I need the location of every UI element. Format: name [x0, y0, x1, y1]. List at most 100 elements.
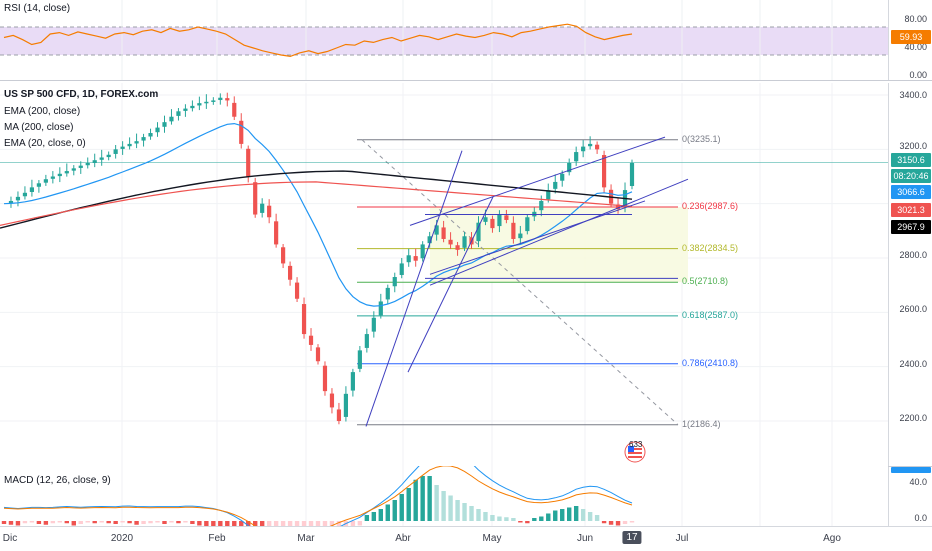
macd-histogram-bar	[211, 521, 216, 526]
macd-histogram-bar	[85, 521, 90, 523]
macd-histogram-bar	[239, 521, 244, 526]
macd-histogram-bar	[273, 521, 279, 526]
price-tick: 3400.0	[899, 90, 927, 100]
macd-histogram-bar	[155, 521, 160, 523]
candle-body	[190, 105, 195, 109]
candle-body	[539, 200, 544, 211]
trend-line-steep-lower	[407, 196, 494, 373]
candle-body	[287, 265, 293, 280]
candle-body	[434, 225, 439, 235]
ema200-legend[interactable]: EMA (200, close)	[4, 106, 81, 117]
macd-histogram-bar	[92, 521, 97, 524]
macd-legend[interactable]: MACD (12, 26, close, 9)	[4, 475, 111, 486]
candle-body	[553, 181, 558, 189]
us-flag-event-icon[interactable]: 633	[623, 438, 651, 464]
event-count: 633	[629, 440, 643, 449]
candle-body	[581, 146, 586, 152]
signal-line	[3, 466, 633, 526]
time-label: Jun	[576, 533, 594, 544]
countdown-badge: 08:20:46	[891, 169, 931, 183]
trend-line-steep	[365, 150, 463, 427]
macd-histogram-bar	[608, 521, 614, 525]
fib-trend-line	[361, 139, 679, 426]
macd-histogram-bar	[134, 521, 139, 525]
fib-level-label: 0(3235.1)	[682, 133, 721, 144]
candle-body	[483, 217, 488, 222]
macd-histogram-bar	[22, 521, 28, 524]
macd-histogram-bar	[546, 513, 551, 521]
macd-histogram-bar	[15, 521, 21, 526]
candle-body	[588, 143, 593, 147]
candle-body	[329, 393, 335, 408]
rsi-line	[3, 23, 633, 58]
price-scale[interactable]: 3400.0 3200.0 2800.0 2600.0 2400.0 2200.…	[888, 83, 932, 466]
candle-body	[448, 239, 453, 245]
candle-body	[301, 304, 307, 335]
fib-level-label: 1(2186.4)	[682, 418, 721, 429]
price-tick: 2600.0	[899, 304, 927, 314]
candle-body	[392, 277, 397, 287]
candle-body	[595, 144, 600, 150]
macd-histogram-bar	[99, 521, 104, 523]
candle-body	[85, 162, 90, 166]
price-tick: 2800.0	[899, 250, 927, 260]
symbol-legend[interactable]: US SP 500 CFD, 1D, FOREX.com	[4, 89, 159, 100]
time-label: Abr	[395, 533, 411, 544]
macd-histogram-bar	[615, 521, 621, 526]
macd-pane[interactable]: MACD (12, 26, close, 9)	[0, 466, 888, 526]
time-label: Feb	[208, 533, 226, 544]
price-chart	[0, 83, 888, 466]
macd-histogram-bar	[106, 521, 111, 524]
rsi-pane[interactable]: RSI (14, close)	[0, 0, 888, 80]
macd-histogram-bar	[246, 521, 251, 526]
ma200-badge: 2967.9	[891, 220, 931, 234]
last-price-badge: 3150.6	[891, 153, 931, 167]
candle-body	[211, 100, 216, 102]
channel-upper-line	[409, 136, 666, 226]
candle-body	[504, 215, 509, 220]
ema20-badge: 3066.6	[891, 185, 931, 199]
candle-body	[260, 203, 265, 213]
candle-body	[357, 350, 362, 369]
macd-histogram-bar	[573, 506, 579, 521]
macd-histogram-bar	[476, 509, 481, 521]
fib-level-label: 0.236(2987.6)	[682, 201, 739, 212]
macd-histogram-bar	[1, 521, 7, 524]
candle-body	[36, 183, 41, 187]
candle-body	[267, 205, 272, 218]
rsi-chart	[0, 0, 888, 80]
candle-body	[113, 149, 118, 154]
macd-histogram-bar	[392, 500, 397, 521]
macd-histogram-bar	[483, 512, 488, 521]
ema20-legend[interactable]: EMA (20, close, 0)	[4, 138, 86, 149]
macd-tick: 40.0	[909, 477, 927, 487]
candle-body	[141, 137, 146, 141]
fib-level-label: 0.786(2410.8)	[682, 357, 739, 368]
candle-body	[455, 245, 460, 250]
macd-histogram-bar	[406, 488, 411, 521]
macd-scale[interactable]: 40.0 0.0	[888, 467, 932, 526]
candle-body	[615, 204, 621, 210]
time-label: Jul	[675, 533, 689, 544]
macd-histogram-bar	[232, 521, 237, 526]
time-axis[interactable]: Dic 2020 Feb Mar Abr May Jun 17 Jul Ago	[0, 526, 932, 551]
ma200-legend[interactable]: MA (200, close)	[4, 122, 74, 133]
macd-histogram-bar	[141, 521, 146, 524]
candle-body	[22, 192, 28, 197]
pane-separator[interactable]	[0, 80, 932, 81]
ema200-badge: 3021.3	[891, 203, 931, 217]
candle-body	[162, 122, 167, 127]
time-label: 17	[622, 531, 642, 544]
candle-body	[232, 102, 237, 117]
macd-histogram-bar	[225, 521, 230, 526]
channel-lower-line	[429, 178, 689, 286]
macd-histogram-bar	[120, 521, 125, 523]
macd-histogram-bar	[350, 521, 356, 526]
candle-body	[218, 97, 223, 101]
macd-histogram-bar	[183, 521, 188, 523]
macd-histogram-bar	[78, 521, 83, 524]
rsi-legend[interactable]: RSI (14, close)	[4, 3, 71, 14]
macd-histogram-bar	[57, 521, 63, 523]
main-price-pane[interactable]: US SP 500 CFD, 1D, FOREX.com EMA (200, c…	[0, 83, 888, 466]
macd-histogram-bar	[259, 521, 265, 526]
